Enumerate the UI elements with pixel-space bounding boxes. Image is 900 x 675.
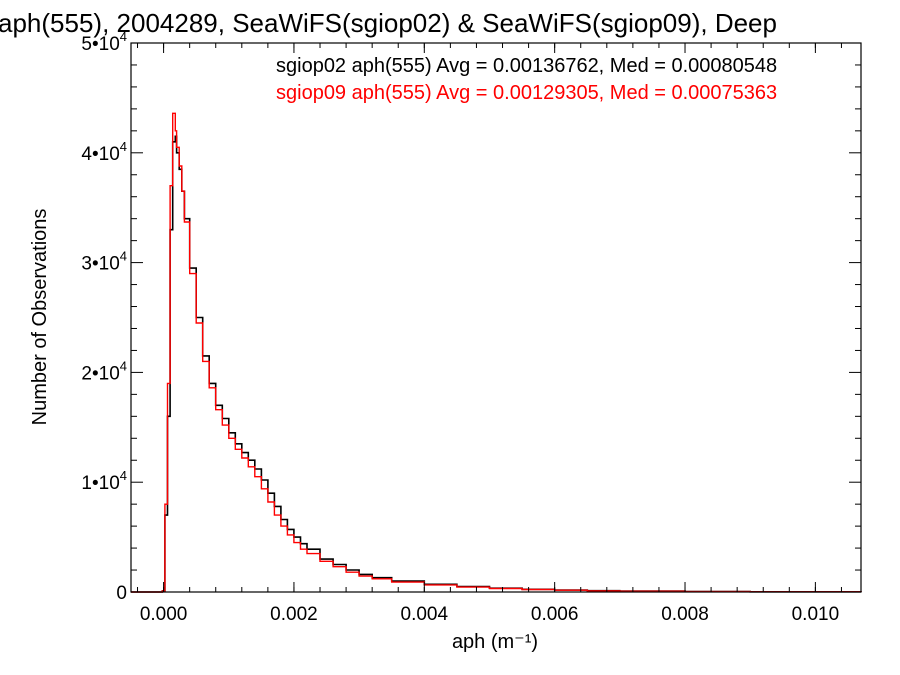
- y-tick-label: 1•104: [81, 468, 127, 494]
- tick-layer: 0.000 0.002 0.004 0.006 0.008 0.010 0 1•104 2•10…: [81, 29, 861, 625]
- x-tick-label: 0.006: [531, 604, 579, 625]
- series-line-sgiop02: [131, 135, 862, 593]
- y-tick-label: 3•104: [81, 249, 127, 275]
- x-tick-label: 0.004: [401, 604, 449, 625]
- x-tick-label: 0.010: [792, 604, 840, 625]
- y-tick-label: 0: [116, 583, 127, 604]
- x-tick-label: 0.008: [661, 604, 709, 625]
- x-tick-label: 0.000: [140, 604, 188, 625]
- y-tick-label: 2•104: [81, 358, 127, 384]
- annotation-sgiop09: sgiop09 aph(555) Avg = 0.00129305, Med =…: [276, 82, 777, 104]
- chart-title: aph(555), 2004289, SeaWiFS(sgiop02) & Se…: [0, 8, 777, 38]
- y-tick-label: 5•104: [81, 29, 127, 55]
- annotation-sgiop02: sgiop02 aph(555) Avg = 0.00136762, Med =…: [276, 55, 777, 77]
- y-tick-label: 4•104: [81, 139, 127, 165]
- x-axis-label: aph (m⁻¹): [452, 631, 538, 653]
- series-layer: [131, 112, 862, 593]
- y-axis-label: Number of Observations: [29, 209, 51, 426]
- x-tick-label: 0.002: [270, 604, 318, 625]
- plot-frame: [130, 42, 862, 593]
- series-line-sgiop09: [131, 112, 862, 593]
